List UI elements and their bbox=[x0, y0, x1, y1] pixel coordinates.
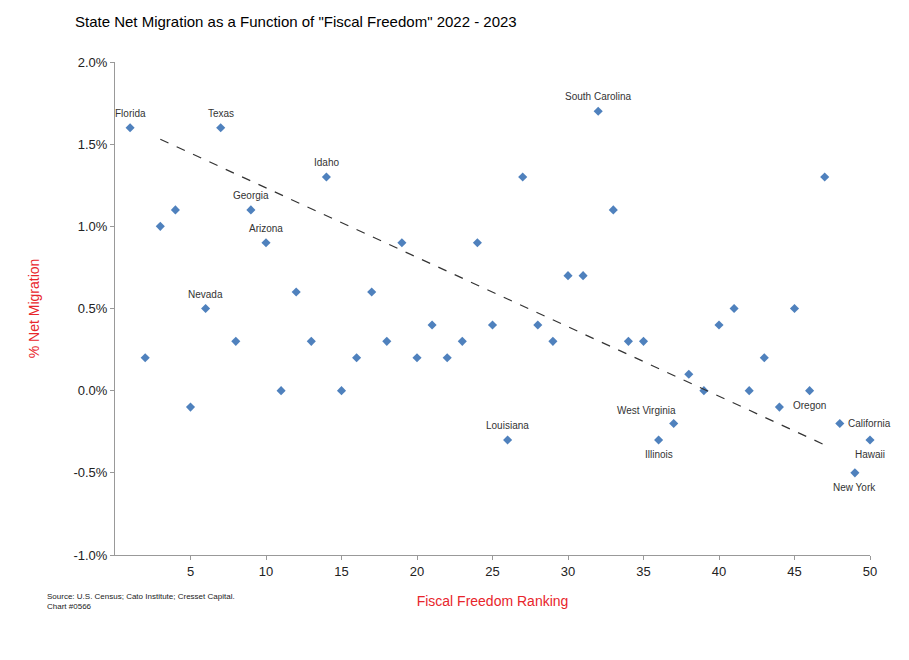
svg-text:Hawaii: Hawaii bbox=[855, 449, 885, 460]
svg-text:35: 35 bbox=[636, 564, 650, 579]
svg-text:0.5%: 0.5% bbox=[78, 301, 108, 316]
svg-text:0.0%: 0.0% bbox=[78, 383, 108, 398]
svg-text:25: 25 bbox=[485, 564, 499, 579]
svg-text:15: 15 bbox=[334, 564, 348, 579]
svg-text:40: 40 bbox=[712, 564, 726, 579]
svg-text:20: 20 bbox=[410, 564, 424, 579]
svg-text:Texas: Texas bbox=[208, 108, 234, 119]
svg-text:Oregon: Oregon bbox=[793, 400, 826, 411]
svg-text:30: 30 bbox=[561, 564, 575, 579]
svg-text:1.5%: 1.5% bbox=[78, 137, 108, 152]
svg-text:Idaho: Idaho bbox=[314, 157, 339, 168]
svg-text:Illinois: Illinois bbox=[645, 449, 673, 460]
svg-text:50: 50 bbox=[863, 564, 877, 579]
svg-text:Source: U.S. Census; Cato Inst: Source: U.S. Census; Cato Institute; Cre… bbox=[47, 592, 235, 611]
svg-text:45: 45 bbox=[787, 564, 801, 579]
svg-text:5: 5 bbox=[187, 564, 194, 579]
svg-text:Louisiana: Louisiana bbox=[486, 420, 529, 431]
svg-text:Georgia: Georgia bbox=[233, 190, 269, 201]
svg-text:Florida: Florida bbox=[115, 108, 146, 119]
svg-text:State Net Migration as a Funct: State Net Migration as a Function of "Fi… bbox=[75, 13, 517, 30]
svg-text:% Net Migration: % Net Migration bbox=[26, 259, 42, 359]
svg-text:2.0%: 2.0% bbox=[78, 55, 108, 70]
svg-text:-1.0%: -1.0% bbox=[73, 548, 107, 563]
svg-text:New York: New York bbox=[833, 482, 876, 493]
svg-text:West Virginia: West Virginia bbox=[617, 405, 676, 416]
svg-text:-0.5%: -0.5% bbox=[73, 465, 107, 480]
svg-text:10: 10 bbox=[259, 564, 273, 579]
svg-text:South Carolina: South Carolina bbox=[565, 91, 632, 102]
svg-text:California: California bbox=[848, 418, 891, 429]
svg-text:Fiscal Freedom Ranking: Fiscal Freedom Ranking bbox=[417, 593, 569, 609]
svg-text:Arizona: Arizona bbox=[249, 223, 283, 234]
svg-text:Nevada: Nevada bbox=[188, 289, 223, 300]
svg-text:1.0%: 1.0% bbox=[78, 219, 108, 234]
